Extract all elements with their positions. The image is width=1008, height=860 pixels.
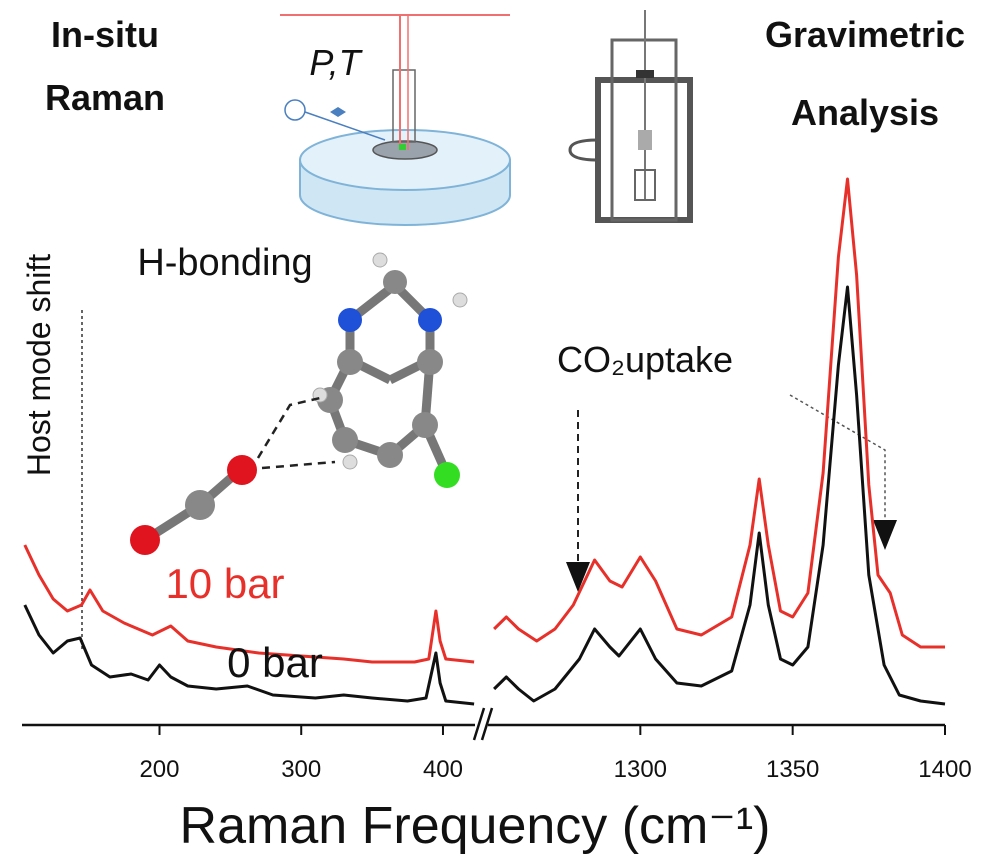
x-axis-title: Raman Frequency (cm⁻¹) [180, 797, 771, 855]
annotation: P,T [309, 42, 363, 83]
series-line [25, 287, 945, 704]
x-tick-label: 200 [139, 756, 179, 783]
series-label: 0 bar [227, 639, 323, 686]
x-tick-label: 1300 [614, 756, 667, 783]
x-tick-label: 400 [423, 756, 463, 783]
annotation: CO₂uptake [557, 339, 733, 380]
annotation: Raman [45, 77, 165, 118]
annotation: In-situ [51, 14, 159, 55]
x-axis: 200 300 400 1300 1350 1400 [22, 725, 972, 783]
chart: In-situ Raman Gravimetric Analysis P,T H-bond… [0, 0, 1008, 860]
x-tick-label: 1400 [918, 756, 971, 783]
annotation: H-bonding [137, 242, 312, 284]
x-tick-label: 1350 [766, 756, 819, 783]
annotation: Analysis [791, 92, 939, 133]
annotation: Gravimetric [765, 14, 965, 55]
annotation: Host mode shift [21, 254, 57, 476]
x-tick-label: 300 [281, 756, 321, 783]
annotations: In-situ Raman Gravimetric Analysis P,T H-bond… [21, 14, 965, 476]
series-label: 10 bar [165, 560, 284, 607]
